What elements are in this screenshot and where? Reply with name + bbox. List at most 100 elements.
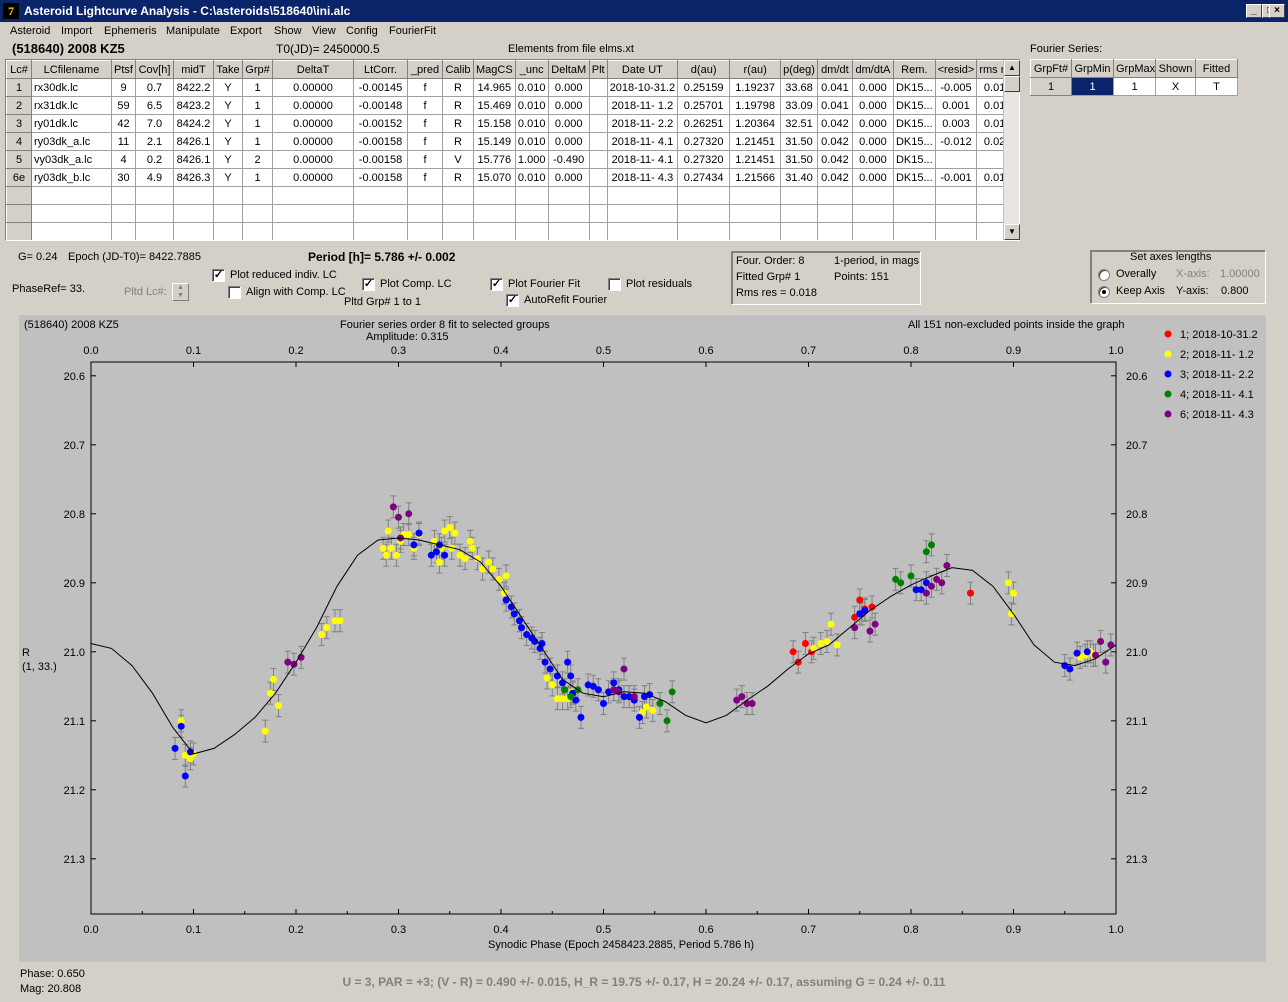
autorefit-checkbox[interactable]: ✓: [506, 294, 519, 307]
table-cell[interactable]: 0.042: [816, 132, 853, 151]
row-number[interactable]: 4: [6, 132, 32, 151]
table-row[interactable]: 5 vy03dk_a.lc 4 0.2 8426.1 Y 2 0.00000 -0.00158 f…: [6, 150, 1019, 169]
table-cell[interactable]: [729, 222, 782, 240]
table-row[interactable]: [6, 222, 1019, 240]
table-cell[interactable]: 8424.2: [173, 114, 214, 133]
table-cell[interactable]: [934, 222, 978, 240]
table-cell[interactable]: 15.158: [473, 114, 516, 133]
col-header[interactable]: _unc: [514, 60, 549, 79]
table-cell[interactable]: 0.26251: [677, 114, 731, 133]
table-cell[interactable]: 0.000: [851, 132, 894, 151]
table-cell[interactable]: [851, 222, 894, 240]
col-header[interactable]: <resid>: [934, 60, 978, 79]
keep-axis-radio[interactable]: [1098, 286, 1110, 298]
table-scrollbar[interactable]: ▲ ▼: [1003, 60, 1020, 240]
table-cell[interactable]: -0.012: [934, 132, 978, 151]
table-cell[interactable]: [442, 222, 474, 240]
menu-import[interactable]: Import: [61, 25, 93, 37]
table-cell[interactable]: 0.000: [851, 150, 894, 169]
table-cell[interactable]: 8426.3: [173, 168, 214, 187]
table-cell[interactable]: 33.09: [780, 96, 818, 115]
minimize-button[interactable]: _: [1246, 4, 1262, 18]
col-header[interactable]: LCfilename: [31, 60, 112, 79]
col-header[interactable]: dm/dtA: [851, 60, 894, 79]
table-cell[interactable]: [606, 222, 679, 240]
y-axis-value[interactable]: 0.800: [1221, 285, 1249, 297]
table-cell[interactable]: 0.27320: [677, 150, 731, 169]
table-cell[interactable]: 0.000: [851, 114, 894, 133]
table-cell[interactable]: 0.000: [851, 96, 894, 115]
menu-show[interactable]: Show: [274, 25, 302, 37]
col-fitted[interactable]: Fitted: [1195, 59, 1238, 78]
table-cell[interactable]: 0.010: [514, 132, 549, 151]
table-cell[interactable]: 0.041: [816, 96, 853, 115]
table-cell[interactable]: 0.000: [547, 168, 590, 187]
table-cell[interactable]: 0.001: [934, 96, 978, 115]
table-cell[interactable]: -0.00148: [353, 96, 408, 115]
menu-ephemeris[interactable]: Ephemeris: [104, 25, 157, 37]
table-cell[interactable]: 15.776: [473, 150, 516, 169]
table-cell[interactable]: -0.00158: [353, 168, 408, 187]
table-cell[interactable]: 2018-11- 2.2: [606, 114, 679, 133]
col-header[interactable]: MagCS: [473, 60, 516, 79]
plot-fourier-checkbox[interactable]: ✓: [490, 278, 503, 291]
plot-residuals-checkbox[interactable]: [608, 278, 621, 291]
x-axis-value[interactable]: 1.00000: [1220, 268, 1260, 280]
col-header[interactable]: p(deg): [780, 60, 818, 79]
col-header[interactable]: _pred: [407, 60, 443, 79]
table-cell[interactable]: rx30dk.lc: [31, 78, 112, 97]
table-cell[interactable]: 0.003: [934, 114, 978, 133]
table-row[interactable]: 6e ry03dk_b.lc 30 4.9 8426.3 Y 1 0.00000 -0.0015…: [6, 168, 1019, 187]
row-number[interactable]: 3: [6, 114, 32, 133]
col-header[interactable]: DeltaT: [272, 60, 354, 79]
col-header[interactable]: DeltaM: [547, 60, 590, 79]
table-cell[interactable]: 0.010: [514, 96, 549, 115]
plot-reduced-checkbox[interactable]: ✓: [212, 269, 225, 282]
table-cell[interactable]: 0.000: [851, 168, 894, 187]
table-cell[interactable]: -0.00152: [353, 114, 408, 133]
table-cell[interactable]: 0.042: [816, 150, 853, 169]
col-shown[interactable]: Shown: [1155, 59, 1196, 78]
pltd-lc-spinner[interactable]: ▲ ▼: [172, 283, 189, 301]
table-cell[interactable]: 0.041: [816, 78, 853, 97]
col-header[interactable]: Ptsf: [111, 60, 136, 79]
menu-config[interactable]: Config: [346, 25, 378, 37]
table-cell[interactable]: 0.00000: [272, 150, 354, 169]
menu-asteroid[interactable]: Asteroid: [10, 25, 51, 37]
table-row[interactable]: [6, 204, 1019, 223]
close-button[interactable]: ×: [1269, 4, 1285, 18]
align-comp-checkbox[interactable]: [228, 286, 241, 299]
table-cell[interactable]: 2018-11- 4.1: [606, 150, 679, 169]
col-grpft[interactable]: GrpFt#: [1030, 59, 1072, 78]
table-cell[interactable]: R: [442, 168, 474, 187]
table-cell[interactable]: 0.010: [514, 78, 549, 97]
fourier-cell-grpmax[interactable]: 1: [1113, 77, 1156, 96]
table-cell[interactable]: -0.00145: [353, 78, 408, 97]
col-header[interactable]: dm/dt: [816, 60, 853, 79]
table-cell[interactable]: 1.21451: [729, 150, 782, 169]
col-grpmin[interactable]: GrpMin: [1071, 59, 1114, 78]
scroll-up-arrow-icon[interactable]: ▲: [1004, 60, 1020, 76]
scroll-down-arrow-icon[interactable]: ▼: [1004, 224, 1020, 240]
table-row[interactable]: 2 rx31dk.lc 59 6.5 8423.2 Y 1 0.00000 -0.00148 f R…: [6, 96, 1019, 115]
col-grpmax[interactable]: GrpMax: [1113, 59, 1156, 78]
table-cell[interactable]: -0.005: [934, 78, 978, 97]
table-cell[interactable]: 1.21451: [729, 132, 782, 151]
menu-export[interactable]: Export: [230, 25, 262, 37]
table-cell[interactable]: 2018-10-31.2: [606, 78, 679, 97]
table-cell[interactable]: DK15...: [892, 78, 936, 97]
fourier-cell-fitted[interactable]: T: [1195, 77, 1238, 96]
menu-manipulate[interactable]: Manipulate: [166, 25, 220, 37]
table-cell[interactable]: 31.50: [780, 150, 818, 169]
table-cell[interactable]: 33.68: [780, 78, 818, 97]
menu-view[interactable]: View: [312, 25, 336, 37]
col-header[interactable]: d(au): [677, 60, 731, 79]
row-number[interactable]: 1: [6, 78, 32, 97]
table-cell[interactable]: 1.19237: [729, 78, 782, 97]
table-cell[interactable]: 0.000: [547, 132, 590, 151]
scroll-thumb[interactable]: [1004, 76, 1020, 92]
col-header[interactable]: r(au): [729, 60, 782, 79]
col-header[interactable]: Grp#: [242, 60, 273, 79]
plot-comp-checkbox[interactable]: ✓: [362, 278, 375, 291]
table-row[interactable]: [6, 186, 1019, 205]
